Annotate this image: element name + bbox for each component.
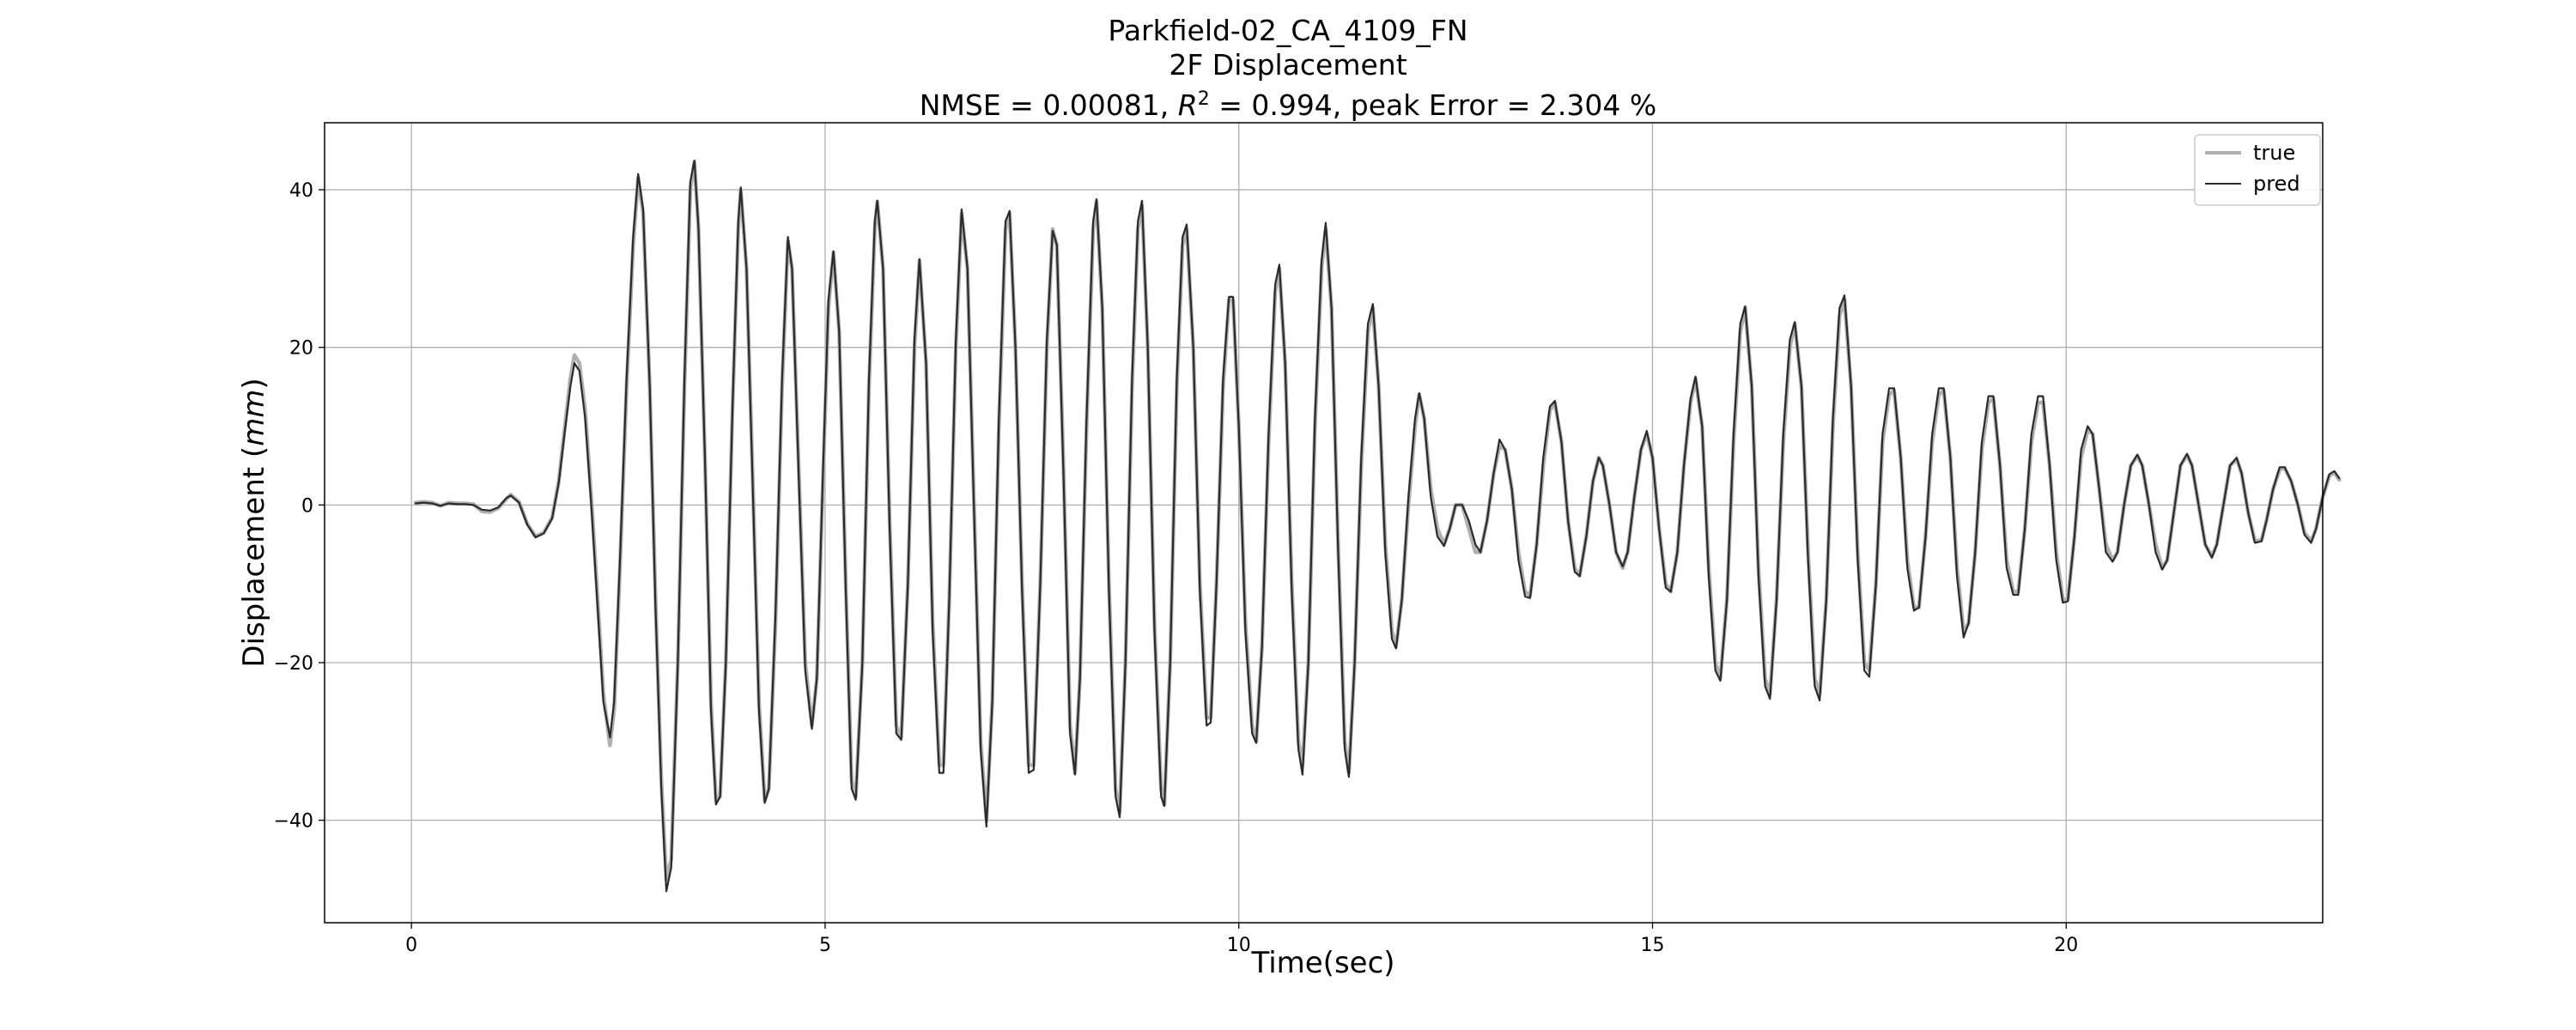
x-axis-label: Time(sec) [1250, 946, 1394, 980]
plot-frame [324, 122, 2324, 924]
x-tick-label: 20 [2054, 935, 2078, 956]
series-line-true [413, 160, 2342, 882]
x-tick-label: 5 [819, 935, 831, 956]
tick-group: 0 5 10 15 20 −40 −20 0 20 40 [274, 180, 2079, 956]
chart-title: Parkfield-02_CA_4109_FN 2F Displacement … [0, 14, 2576, 123]
title-line-3: NMSE = 0.00081, R2 = 0.994, peak Error =… [0, 82, 2576, 123]
x-tick-label: 0 [405, 935, 417, 956]
legend: true pred [2194, 134, 2321, 206]
series-line-pred [414, 160, 2341, 893]
r2-exponent: 2 [1197, 88, 1210, 110]
y-tick-label: −20 [274, 653, 313, 675]
y-axis-label: Displacement (mm) [237, 378, 271, 667]
y-tick-label: −40 [274, 811, 313, 833]
metrics-prefix: NMSE = 0.00081, [919, 88, 1178, 122]
y-tick-label: 20 [289, 338, 313, 360]
title-line-2: 2F Displacement [1169, 48, 1407, 82]
legend-true-label: true [2253, 141, 2295, 165]
x-tick-label: 15 [1641, 935, 1665, 956]
y-label-suffix: ) [237, 378, 271, 389]
r2-symbol: R [1177, 88, 1198, 122]
plot-series [413, 160, 2342, 893]
y-label-unit: mm [237, 390, 271, 446]
legend-pred-label: pred [2253, 172, 2300, 196]
x-tick-label: 10 [1227, 935, 1251, 956]
title-line-1: Parkfield-02_CA_4109_FN [1108, 14, 1468, 47]
y-tick-label: 40 [289, 180, 313, 202]
y-label-prefix: Displacement ( [237, 446, 271, 668]
y-tick-label: 0 [301, 495, 313, 517]
metrics-suffix: = 0.994, peak Error = 2.304 % [1209, 88, 1657, 122]
